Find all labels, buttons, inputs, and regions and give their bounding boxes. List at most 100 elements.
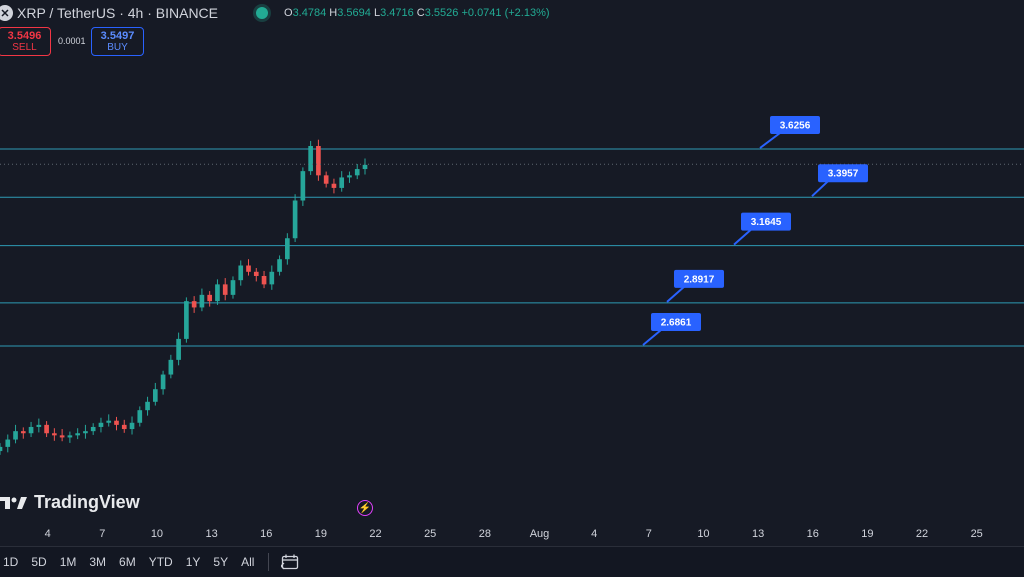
- buy-button[interactable]: 3.5497 BUY: [91, 27, 144, 56]
- candle-body: [5, 439, 11, 447]
- x-tick-label: 22: [916, 528, 928, 540]
- candle-body: [292, 200, 298, 239]
- callout-label-2: 3.3957: [828, 169, 859, 180]
- range-3m[interactable]: 3M: [89, 555, 107, 569]
- price-callout-3[interactable]: [741, 212, 791, 231]
- candle-body: [137, 410, 143, 423]
- candle-body: [184, 301, 189, 339]
- candle-body: [52, 433, 57, 436]
- candle-body: [191, 301, 197, 308]
- candle-body: [300, 171, 306, 201]
- sell-button[interactable]: 3.5496 SELL: [0, 27, 51, 56]
- calendar-glyph: [281, 554, 299, 570]
- spread-value: 0.0001: [58, 36, 86, 46]
- callout-label-3: 3.1645: [751, 217, 782, 228]
- toolbar-divider: [268, 553, 270, 571]
- x-tick-label: 19: [861, 528, 873, 540]
- x-tick-label: 25: [971, 528, 983, 540]
- candle-body: [152, 389, 158, 402]
- candle-body: [145, 401, 150, 411]
- callout-label-1: 3.6256: [780, 121, 811, 132]
- candle-body: [160, 374, 166, 390]
- buy-price: 3.5497: [100, 29, 135, 42]
- xrp-icon: ✕: [0, 5, 13, 21]
- candle-body: [90, 426, 96, 432]
- candle-body: [308, 145, 313, 172]
- price-callout-5[interactable]: [651, 313, 701, 331]
- callout-connector: [811, 180, 829, 197]
- chart-legend: ✕ XRP / TetherUS · 4h · BINANCE O3.4784 …: [0, 3, 550, 23]
- market-status-icon[interactable]: [256, 7, 268, 19]
- open-value: 3.4784: [292, 7, 327, 19]
- candle-body: [36, 424, 42, 427]
- callout-connector: [666, 286, 685, 303]
- range-1d[interactable]: 1D: [3, 555, 19, 569]
- callout-connector: [642, 329, 662, 346]
- candle-body: [199, 294, 205, 308]
- x-tick-label: 7: [646, 528, 652, 540]
- range-5d[interactable]: 5D: [31, 555, 47, 569]
- candle-body: [277, 259, 282, 272]
- candle-body: [114, 420, 119, 425]
- candle-body: [269, 271, 275, 285]
- range-all[interactable]: All: [241, 555, 255, 569]
- low-value: 3.4716: [380, 7, 414, 19]
- symbol-title[interactable]: XRP / TetherUS · 4h · BINANCE: [17, 5, 218, 21]
- candle-body: [13, 431, 18, 440]
- candle-body: [75, 433, 80, 436]
- candle-body: [121, 424, 127, 430]
- price-callout-2[interactable]: [818, 164, 868, 183]
- x-tick-label: 16: [807, 528, 819, 540]
- high-value: 3.5694: [337, 7, 371, 19]
- close-label: C: [416, 7, 425, 19]
- range-1m[interactable]: 1M: [59, 555, 77, 569]
- candle-body: [215, 284, 220, 302]
- tradingview-logo[interactable]: TradingView: [0, 492, 140, 513]
- candle-body: [168, 359, 174, 375]
- candle-body: [253, 271, 259, 276]
- x-tick-label: 13: [752, 528, 764, 540]
- x-tick-label: 4: [591, 528, 597, 540]
- bottom-toolbar: 1D 5D 1M 3M 6M YTD 1Y 5Y All: [0, 546, 1024, 577]
- candle-body: [0, 446, 3, 452]
- price-callout-1[interactable]: [770, 116, 820, 134]
- candle-body: [207, 294, 213, 302]
- x-tick-label: 28: [479, 528, 491, 540]
- candle-body: [106, 420, 112, 423]
- price-callout-4[interactable]: [674, 269, 724, 288]
- logo-text: TradingView: [34, 492, 140, 512]
- candle-body: [176, 338, 181, 360]
- sell-label: SELL: [12, 41, 37, 53]
- candle-body: [230, 280, 236, 295]
- callout-connector: [733, 228, 752, 246]
- x-tick-label: 4: [45, 528, 51, 540]
- candle-body: [246, 265, 251, 272]
- candle-body: [222, 284, 228, 295]
- range-6m[interactable]: 6M: [119, 555, 136, 569]
- candle-body: [285, 238, 290, 260]
- range-1y[interactable]: 1Y: [185, 555, 201, 569]
- calendar-icon[interactable]: [281, 554, 299, 570]
- callout-label-4: 2.8917: [684, 274, 715, 285]
- candle-body: [129, 422, 135, 430]
- price-chart[interactable]: 3.62563.39573.16452.89172.68611471013161…: [0, 0, 1024, 546]
- candle-body: [331, 183, 337, 188]
- candle-body: [339, 177, 345, 188]
- x-tick-label: 7: [99, 528, 105, 540]
- candle-body: [323, 175, 329, 184]
- candle-body: [316, 145, 321, 176]
- candle-body: [67, 435, 73, 438]
- ohlc-values: O3.4784 H3.5694 L3.4716 C3.5526 +0.0741 …: [284, 7, 550, 19]
- candle-body: [362, 164, 368, 170]
- range-ytd[interactable]: YTD: [148, 555, 173, 569]
- callout-label-5: 2.6861: [661, 318, 692, 329]
- candle-body: [347, 175, 352, 178]
- callout-connector: [759, 132, 781, 149]
- lightning-icon[interactable]: ⚡: [357, 500, 373, 516]
- candle-body: [44, 424, 49, 434]
- candle-body: [28, 426, 34, 434]
- range-5y[interactable]: 5Y: [213, 555, 229, 569]
- open-label: O: [284, 7, 293, 19]
- close-value: 3.5526: [424, 7, 459, 19]
- sell-price: 3.5496: [7, 29, 42, 42]
